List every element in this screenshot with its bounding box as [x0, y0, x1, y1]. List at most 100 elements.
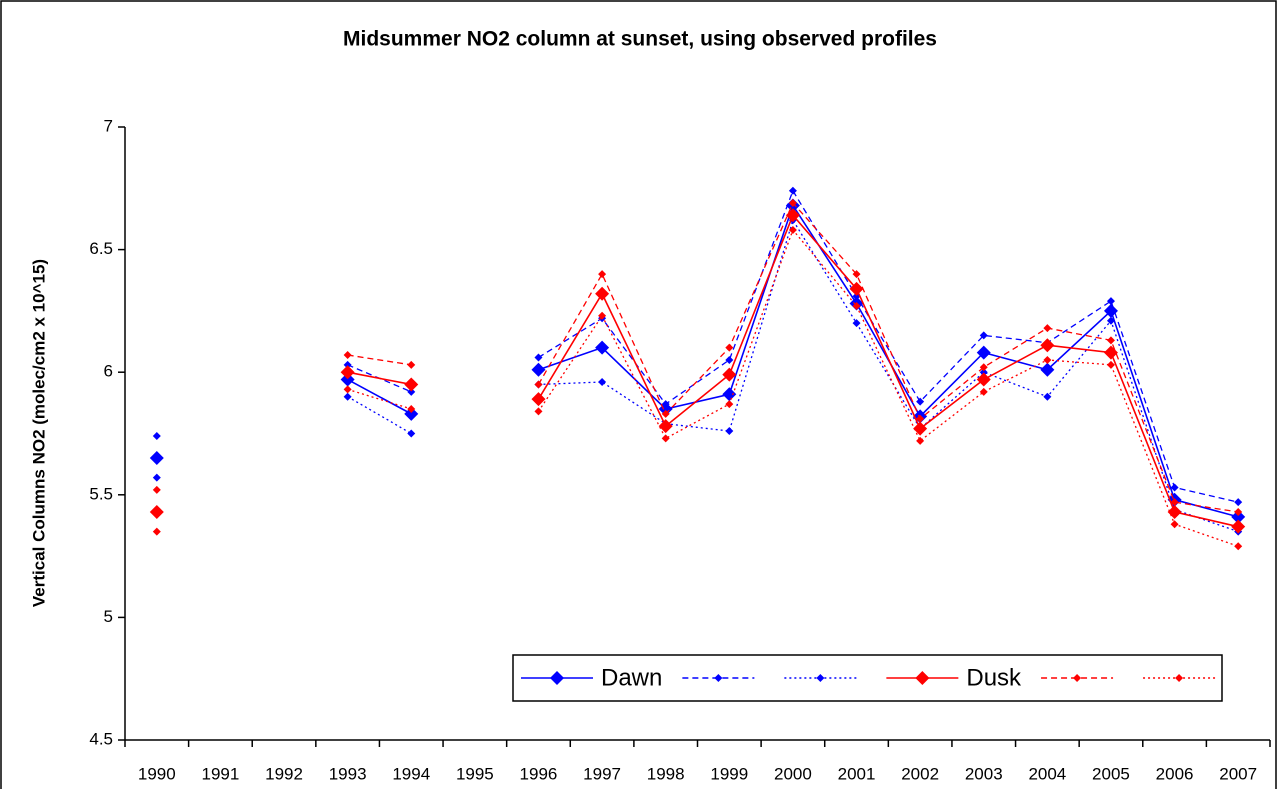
- data-point: [598, 378, 607, 387]
- series-line: [347, 218, 1239, 533]
- data-point: [722, 387, 737, 402]
- data-point: [979, 368, 988, 377]
- legend-marker: [816, 674, 825, 682]
- data-point: [1040, 338, 1055, 353]
- data-point: [788, 199, 797, 208]
- data-point: [407, 404, 416, 413]
- data-point: [979, 363, 988, 372]
- legend-marker: [550, 671, 564, 685]
- data-point: [788, 186, 797, 195]
- x-tick-label: 1996: [520, 764, 558, 783]
- data-point: [149, 504, 164, 519]
- chart-title: Midsummer NO2 column at sunset, using ob…: [343, 28, 937, 51]
- y-tick-label: 5: [104, 607, 113, 626]
- data-point: [852, 319, 861, 328]
- data-point: [913, 421, 928, 436]
- legend-marker: [1175, 674, 1184, 682]
- data-point: [407, 387, 416, 396]
- data-point: [1234, 498, 1243, 507]
- data-point: [725, 343, 734, 352]
- data-point: [725, 355, 734, 364]
- data-point: [725, 427, 734, 436]
- data-point: [534, 380, 543, 389]
- data-point: [916, 436, 925, 445]
- data-point: [979, 387, 988, 396]
- legend-marker: [1073, 674, 1082, 682]
- y-tick-label: 7: [104, 116, 113, 135]
- series-line: [347, 189, 1239, 503]
- data-point: [658, 419, 673, 434]
- x-tick-label: 2006: [1156, 764, 1194, 783]
- data-point: [343, 351, 352, 360]
- data-point: [976, 372, 991, 387]
- data-point: [340, 372, 355, 387]
- series-line: [347, 201, 1239, 513]
- data-point: [598, 270, 607, 279]
- data-point: [152, 527, 161, 536]
- data-point: [1106, 316, 1115, 325]
- data-point: [407, 429, 416, 438]
- data-point: [534, 353, 543, 362]
- data-point: [849, 281, 864, 296]
- data-point: [1106, 336, 1115, 345]
- legend-label: Dusk: [966, 664, 1022, 691]
- data-point: [1043, 392, 1052, 401]
- series-line: [347, 203, 1239, 518]
- data-point: [1043, 355, 1052, 364]
- data-point: [343, 385, 352, 394]
- data-point: [1231, 509, 1246, 524]
- x-tick-label: 2000: [774, 764, 812, 783]
- data-point: [979, 331, 988, 340]
- data-point: [661, 434, 670, 443]
- data-point: [725, 400, 734, 409]
- data-point: [1234, 507, 1243, 516]
- data-point: [595, 286, 610, 301]
- data-point: [916, 414, 925, 423]
- data-point: [1106, 360, 1115, 369]
- data-point: [1167, 504, 1182, 519]
- x-tick-label: 1991: [202, 764, 240, 783]
- data-point: [598, 311, 607, 320]
- data-point: [152, 473, 161, 482]
- data-point: [531, 362, 546, 377]
- x-tick-label: 1999: [710, 764, 748, 783]
- data-point: [1170, 483, 1179, 492]
- data-point: [1106, 297, 1115, 306]
- data-point: [343, 360, 352, 369]
- x-tick-label: 1997: [583, 764, 621, 783]
- data-point: [407, 360, 416, 369]
- legend-marker: [915, 671, 930, 685]
- data-point: [722, 367, 737, 382]
- x-tick-label: 2007: [1219, 764, 1257, 783]
- x-tick-label: 2005: [1092, 764, 1130, 783]
- data-point: [595, 340, 610, 355]
- x-tick-label: 1993: [329, 764, 367, 783]
- data-point: [788, 225, 797, 234]
- data-point: [661, 409, 670, 418]
- data-point: [852, 301, 861, 310]
- data-point: [534, 407, 543, 416]
- data-point: [531, 392, 546, 407]
- x-tick-label: 1994: [392, 764, 430, 783]
- series-line: [347, 213, 1239, 528]
- data-point: [152, 485, 161, 494]
- y-tick-label: 6.5: [89, 239, 113, 258]
- data-point: [1043, 324, 1052, 333]
- legend-marker: [714, 674, 723, 682]
- series-line: [347, 228, 1239, 547]
- data-point: [661, 400, 670, 409]
- data-point: [1234, 542, 1243, 551]
- legend-label: Dawn: [601, 664, 662, 691]
- x-tick-label: 1995: [456, 764, 494, 783]
- data-point: [149, 451, 164, 466]
- y-tick-label: 6: [104, 362, 113, 381]
- x-tick-label: 1990: [138, 764, 176, 783]
- x-tick-label: 2004: [1028, 764, 1066, 783]
- data-point: [340, 365, 355, 380]
- x-tick-label: 1998: [647, 764, 685, 783]
- data-point: [976, 345, 991, 360]
- data-point: [152, 431, 161, 440]
- data-point: [1170, 520, 1179, 529]
- x-tick-label: 2003: [965, 764, 1003, 783]
